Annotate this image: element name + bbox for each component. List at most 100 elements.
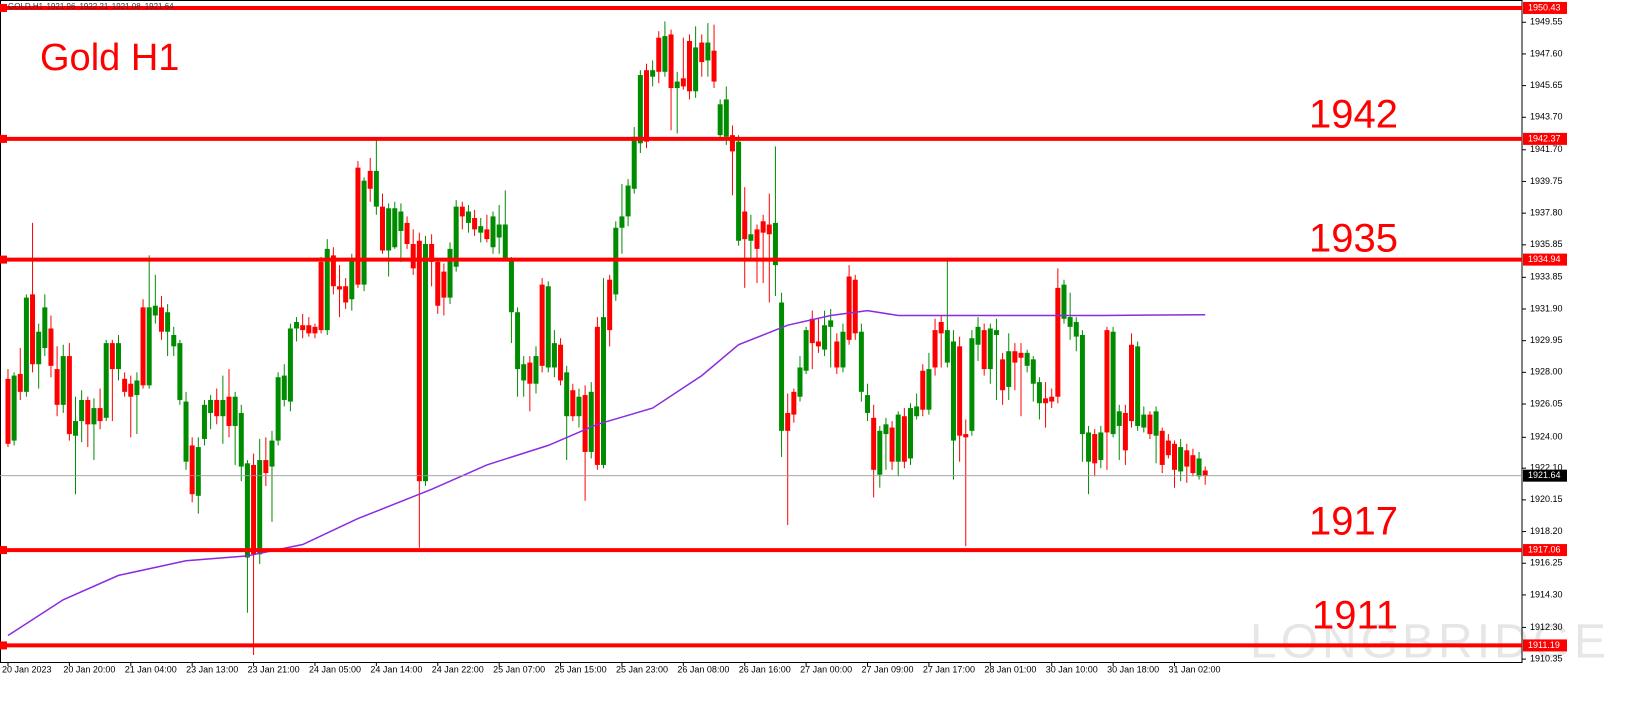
current-price-label: 1921.64	[1528, 470, 1561, 480]
candle-body	[711, 50, 717, 82]
candle-body	[1141, 414, 1147, 428]
annotation: Gold H1	[40, 37, 179, 79]
candle-body	[926, 369, 932, 410]
x-tick-label: 27 Jan 17:00	[923, 664, 975, 674]
candle-body	[140, 307, 146, 386]
candle-body	[134, 380, 140, 396]
candle-body	[66, 356, 72, 435]
header-field: 1921.08	[112, 2, 141, 11]
x-tick-label: 24 Jan 05:00	[309, 664, 361, 674]
candle-body	[502, 224, 508, 261]
x-tick-label: 24 Jan 22:00	[432, 664, 484, 674]
x-tick-label: 30 Jan 10:00	[1046, 664, 1098, 674]
candle-body	[312, 326, 318, 334]
candle-body	[30, 294, 36, 365]
candle-body	[993, 330, 999, 335]
level-label: 1934.94	[1528, 254, 1561, 264]
candle-body	[662, 36, 668, 72]
candle-body	[1172, 443, 1178, 470]
candle-body	[300, 325, 306, 331]
x-tick-label: 31 Jan 02:00	[1169, 664, 1221, 674]
candle-body	[699, 42, 705, 63]
y-tick-label: 1929.95	[1530, 335, 1563, 345]
candle-body	[1184, 450, 1190, 467]
y-tick-label: 1928.00	[1530, 367, 1563, 377]
candle-body	[1116, 411, 1122, 426]
candle-body	[79, 399, 85, 422]
x-tick-label: 27 Jan 00:00	[800, 664, 852, 674]
x-tick-label: 25 Jan 07:00	[493, 664, 545, 674]
candle-body	[1196, 458, 1202, 477]
candle-body	[1098, 432, 1104, 461]
level-handle	[0, 255, 7, 264]
candle-body	[232, 396, 238, 426]
candle-body	[97, 408, 103, 422]
candle-body	[987, 328, 993, 370]
y-tick-label: 1933.85	[1530, 272, 1563, 282]
candle-body	[158, 307, 164, 332]
y-tick-label: 1943.70	[1530, 112, 1563, 122]
candle-body	[42, 307, 48, 348]
candle-body	[165, 312, 171, 332]
candle-body	[189, 445, 195, 495]
candle-body	[594, 326, 600, 465]
candle-body	[576, 396, 582, 417]
candle-body	[1055, 287, 1061, 397]
candle-body	[109, 343, 115, 370]
candle-body	[416, 240, 422, 482]
y-tick-label: 1941.70	[1530, 144, 1563, 154]
candle-body	[1049, 396, 1055, 402]
candle-body	[404, 222, 410, 245]
candle-body	[981, 330, 987, 370]
x-tick-label: 20 Jan 2023	[2, 664, 52, 674]
x-tick-label: 23 Jan 21:00	[248, 664, 300, 674]
candle-body	[379, 206, 385, 251]
candle-body	[11, 375, 17, 441]
candle-body	[1030, 359, 1036, 384]
x-tick-label: 30 Jan 18:00	[1107, 664, 1159, 674]
level-box	[1523, 253, 1567, 266]
candle-body	[1202, 470, 1208, 476]
candle-body	[447, 248, 453, 298]
candle-body	[828, 320, 834, 327]
candle-body	[883, 424, 889, 435]
level-label: 1911.19	[1528, 640, 1560, 650]
y-tick-label: 1931.90	[1530, 303, 1563, 313]
candle-body	[1067, 317, 1073, 327]
candle-body	[1036, 382, 1042, 404]
candle-body	[1104, 330, 1110, 433]
candle-body	[60, 356, 66, 405]
candle-body	[797, 367, 803, 397]
y-tick-label: 1920.15	[1530, 494, 1563, 504]
candle-body	[539, 284, 545, 366]
y-tick-label: 1949.55	[1530, 17, 1563, 27]
candle-body	[1165, 440, 1171, 456]
candle-body	[208, 399, 214, 413]
annotation: 1917	[1309, 500, 1398, 544]
x-tick-label: 23 Jan 13:00	[186, 664, 238, 674]
candle-body	[5, 378, 11, 444]
candle-body	[226, 396, 232, 426]
candle-body	[195, 447, 201, 496]
candle-body	[146, 307, 152, 386]
candle-body	[705, 42, 711, 61]
candle-body	[729, 135, 735, 152]
x-tick-label: 24 Jan 14:00	[370, 664, 422, 674]
candle-body	[152, 305, 158, 316]
candle-body	[637, 75, 643, 144]
candle-body	[263, 460, 269, 474]
x-tick-label: 28 Jan 01:00	[984, 664, 1036, 674]
candle-body	[103, 343, 109, 418]
candle-body	[177, 343, 183, 400]
level-box	[1523, 1, 1567, 14]
candle-body	[294, 321, 300, 329]
candle-body	[748, 234, 754, 241]
candle-body	[551, 343, 557, 368]
candle-body	[1061, 284, 1067, 319]
candle-body	[122, 378, 128, 392]
y-tick-label: 1912.30	[1530, 622, 1563, 632]
candle-body	[1147, 414, 1153, 435]
level-label: 1950.43	[1528, 2, 1561, 12]
candle-body	[643, 70, 649, 142]
